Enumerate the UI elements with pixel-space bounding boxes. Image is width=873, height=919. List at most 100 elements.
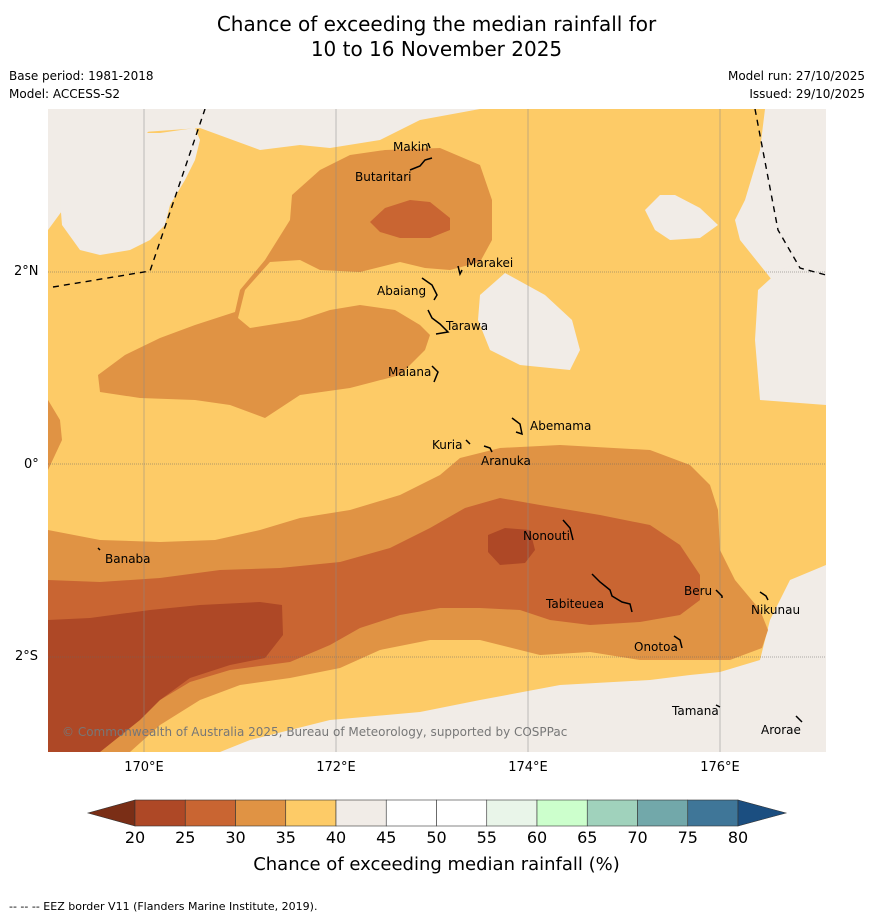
colorbar-segment bbox=[586, 799, 638, 827]
island-abaiang bbox=[421, 277, 438, 301]
island-kuria bbox=[465, 439, 471, 445]
colorbar-segment bbox=[486, 799, 538, 827]
colorbar-segment bbox=[335, 799, 387, 827]
label-makin: Makin bbox=[393, 140, 429, 154]
colorbar-segment bbox=[385, 799, 437, 827]
lat-label-2s: 2°S bbox=[15, 649, 39, 664]
colorbar-arrow-high bbox=[737, 799, 788, 827]
colorbar-segment bbox=[184, 799, 236, 827]
colorbar-tick-label: 65 bbox=[577, 828, 598, 847]
label-tarawa: Tarawa bbox=[445, 319, 488, 333]
colorbar-segment bbox=[235, 799, 287, 827]
eez-borders bbox=[52, 109, 826, 288]
island-tarawa bbox=[427, 309, 450, 335]
map-title: Chance of exceeding the median rainfall … bbox=[0, 12, 873, 62]
label-nikunau: Nikunau bbox=[751, 603, 800, 617]
colorbar-segment bbox=[134, 799, 186, 827]
gridlines bbox=[48, 271, 826, 658]
island-onotoa bbox=[673, 635, 683, 649]
label-aranuka: Aranuka bbox=[481, 454, 531, 468]
colorbar-tick-label: 20 bbox=[124, 828, 146, 847]
band-25-30-south bbox=[48, 498, 700, 752]
colorbar-tick-label: 45 bbox=[376, 828, 397, 847]
meridians bbox=[143, 109, 721, 752]
lon-label-172e: 172°E bbox=[316, 760, 356, 775]
island-butaritari bbox=[409, 157, 433, 171]
label-butaritari: Butaritari bbox=[355, 170, 412, 184]
colorbar-segment bbox=[637, 799, 689, 827]
band-40-45-rightlobe bbox=[645, 195, 718, 240]
lon-label-170e: 170°E bbox=[124, 760, 164, 775]
lat-label-2n: 2°N bbox=[14, 264, 39, 279]
band-20-25-sw bbox=[48, 602, 283, 752]
island-beru bbox=[715, 589, 723, 598]
lat-label-0: 0° bbox=[24, 457, 39, 472]
label-marakei: Marakei bbox=[466, 256, 513, 270]
lon-label-176e: 176°E bbox=[700, 760, 740, 775]
meta-left: Base period: 1981-2018 Model: ACCESS-S2 bbox=[9, 67, 154, 103]
island-arorae bbox=[795, 715, 803, 723]
place-labels: Makin Butaritari Marakei Abaiang Tarawa … bbox=[105, 140, 801, 737]
eez-border-west bbox=[52, 109, 206, 288]
meta-right: Model run: 27/10/2025 Issued: 29/10/2025 bbox=[728, 67, 865, 103]
label-beru: Beru bbox=[684, 584, 712, 598]
island-marakei bbox=[457, 265, 463, 277]
island-abemama bbox=[511, 417, 523, 436]
label-tamana: Tamana bbox=[671, 704, 719, 718]
colorbar-tick-label: 60 bbox=[526, 828, 548, 847]
island-aranuka bbox=[483, 445, 493, 453]
lon-label-174e: 174°E bbox=[508, 760, 548, 775]
colorbar-tick-label: 75 bbox=[677, 828, 698, 847]
island-tabiteuea bbox=[591, 573, 633, 613]
label-tabiteuea: Tabiteuea bbox=[545, 597, 604, 611]
band-40-45-center bbox=[478, 273, 580, 370]
model-name: Model: ACCESS-S2 bbox=[9, 87, 121, 101]
island-maiana bbox=[431, 365, 439, 383]
band-30-35-westedge bbox=[48, 400, 62, 470]
colorbar-tick-label: 55 bbox=[476, 828, 497, 847]
band-25-30-north bbox=[370, 200, 450, 238]
label-banaba: Banaba bbox=[105, 552, 151, 566]
model-run: Model run: 27/10/2025 bbox=[727, 69, 865, 83]
colorbar-tick-label: 70 bbox=[627, 828, 648, 847]
band-40-45-lowerright bbox=[220, 565, 826, 752]
label-nonouti: Nonouti bbox=[523, 529, 570, 543]
band-20-25-nonouti bbox=[488, 528, 535, 565]
base-period: Base period: 1981-2018 bbox=[9, 69, 154, 83]
colorbar-tick-label: 30 bbox=[225, 828, 246, 847]
colorbar-tick-label: 35 bbox=[275, 828, 296, 847]
colorbar-segment bbox=[436, 799, 488, 827]
colorbar-segment bbox=[285, 799, 337, 827]
label-abaiang: Abaiang bbox=[377, 284, 426, 298]
band-40-45-right bbox=[755, 250, 826, 405]
copyright-notice: © Commonwealth of Australia 2025, Bureau… bbox=[62, 725, 567, 739]
band-40-45-upperleft bbox=[48, 125, 200, 255]
island-makin bbox=[427, 142, 431, 149]
island-tamana bbox=[715, 704, 721, 708]
island-nonouti bbox=[562, 519, 574, 541]
title-line-2: 10 to 16 November 2025 bbox=[310, 37, 563, 61]
colorbar-label: Chance of exceeding median rainfall (%) bbox=[253, 854, 620, 875]
label-maiana: Maiana bbox=[388, 365, 431, 379]
label-arorae: Arorae bbox=[761, 723, 801, 737]
colorbar-tick-label: 25 bbox=[175, 828, 196, 847]
colorbar-tick-label: 50 bbox=[426, 828, 447, 847]
colorbar-segment bbox=[536, 799, 588, 827]
island-nikunau bbox=[759, 591, 769, 601]
islands bbox=[97, 142, 803, 723]
colorbar-tick-label: 80 bbox=[727, 828, 749, 847]
label-onotoa: Onotoa bbox=[634, 640, 678, 654]
footer-eez-note: -- -- -- EEZ border V11 (Flanders Marine… bbox=[9, 900, 318, 913]
issued-date: Issued: 29/10/2025 bbox=[749, 87, 865, 101]
colorbar-segment bbox=[687, 799, 739, 827]
island-banaba bbox=[97, 547, 101, 551]
colorbar-arrow-low bbox=[86, 799, 136, 827]
eez-border-east bbox=[754, 109, 826, 276]
label-abemama: Abemama bbox=[530, 419, 591, 433]
label-kuria: Kuria bbox=[432, 438, 463, 452]
colorbar-segments bbox=[86, 799, 788, 827]
colorbar-tick-label: 40 bbox=[325, 828, 347, 847]
title-line-1: Chance of exceeding the median rainfall … bbox=[216, 12, 657, 36]
